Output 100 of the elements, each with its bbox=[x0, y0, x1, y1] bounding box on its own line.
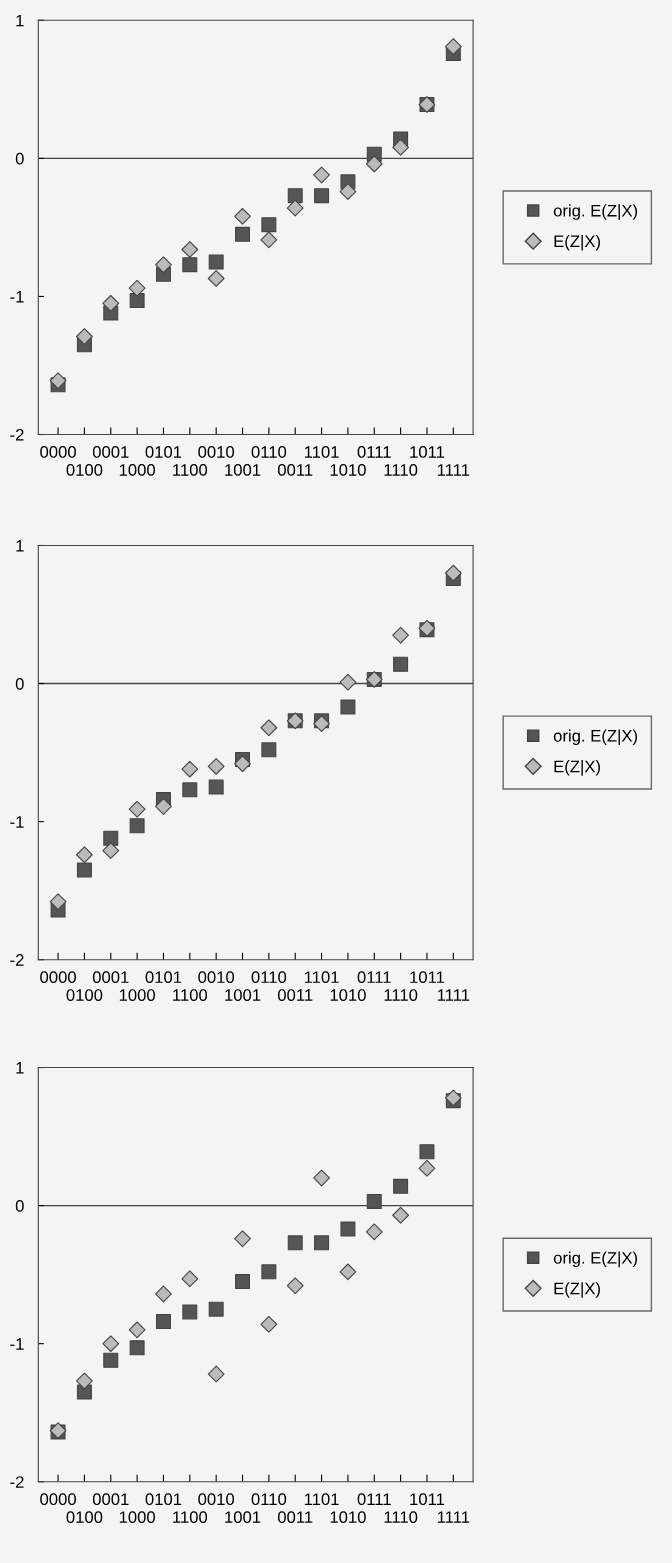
y-tick-label: 0 bbox=[15, 152, 24, 165]
point bbox=[182, 1304, 198, 1320]
point bbox=[260, 231, 278, 249]
x-tick-label: 0100 bbox=[66, 464, 103, 476]
x-tick-label: 1101 bbox=[304, 1493, 339, 1506]
point bbox=[103, 830, 119, 846]
x-tick-label: 1010 bbox=[330, 464, 366, 476]
point bbox=[128, 279, 146, 297]
point bbox=[128, 800, 146, 818]
point bbox=[444, 564, 462, 582]
x-tick-label: 1100 bbox=[173, 989, 208, 1001]
x-tick-label: 1011 bbox=[410, 1493, 445, 1506]
legend-label: E(Z|X) bbox=[554, 760, 600, 776]
point bbox=[260, 1315, 278, 1333]
point bbox=[76, 1372, 93, 1390]
point bbox=[287, 1235, 303, 1251]
x-tick-label: 0000 bbox=[40, 1493, 76, 1506]
point bbox=[155, 256, 172, 274]
point bbox=[234, 1230, 251, 1248]
x-tick-label: 0111 bbox=[357, 446, 391, 458]
point bbox=[155, 1285, 172, 1303]
point bbox=[392, 138, 410, 156]
point bbox=[155, 798, 172, 815]
point bbox=[49, 372, 67, 390]
point bbox=[339, 1263, 357, 1281]
x-tick-label: 1010 bbox=[330, 989, 366, 1001]
legend-label: orig. E(Z|X) bbox=[553, 1251, 638, 1268]
point bbox=[235, 1274, 251, 1290]
x-tick-label: 0110 bbox=[251, 971, 287, 984]
x-tick-label: 1011 bbox=[410, 446, 445, 458]
point bbox=[103, 1352, 119, 1368]
x-tick-label: 1100 bbox=[173, 464, 208, 476]
point bbox=[444, 1089, 462, 1107]
x-tick-label: 0110 bbox=[251, 446, 287, 458]
x-tick-label: 0010 bbox=[198, 971, 235, 984]
x-tick-label: 1111 bbox=[437, 989, 470, 1001]
point bbox=[340, 699, 356, 715]
x-tick-label: 0110 bbox=[251, 1493, 287, 1506]
y-tick-label: 1 bbox=[16, 1062, 24, 1074]
point bbox=[181, 1270, 199, 1288]
point bbox=[392, 626, 410, 644]
point bbox=[313, 166, 330, 184]
point bbox=[128, 1321, 146, 1339]
point bbox=[419, 1144, 435, 1160]
point bbox=[340, 1221, 356, 1237]
x-tick-label: 0100 bbox=[66, 989, 103, 1001]
x-tick-label: 1011 bbox=[410, 971, 445, 984]
point bbox=[339, 183, 357, 200]
x-tick-label: 0001 bbox=[92, 1493, 129, 1506]
y-tick-label: -1 bbox=[10, 1338, 24, 1350]
x-tick-label: 0100 bbox=[66, 1511, 103, 1524]
x-tick-label: 0011 bbox=[277, 989, 313, 1001]
point bbox=[129, 818, 145, 834]
x-tick-label: 1001 bbox=[225, 989, 261, 1001]
y-tick-label: 1 bbox=[16, 14, 24, 27]
x-tick-label: 1001 bbox=[225, 1511, 261, 1524]
point bbox=[261, 742, 277, 758]
point bbox=[129, 1340, 145, 1356]
x-tick-label: 0001 bbox=[92, 446, 129, 458]
point bbox=[207, 757, 225, 775]
point bbox=[392, 1206, 410, 1224]
point bbox=[181, 241, 199, 258]
x-tick-label: 1111 bbox=[437, 1511, 470, 1523]
point bbox=[207, 270, 225, 287]
x-tick-label: 1010 bbox=[330, 1511, 366, 1524]
x-tick-label: 1110 bbox=[384, 464, 418, 476]
point bbox=[76, 862, 92, 878]
point bbox=[102, 842, 120, 860]
point bbox=[286, 199, 304, 217]
x-tick-label: 1101 bbox=[304, 446, 339, 458]
x-tick-label: 0101 bbox=[145, 971, 182, 984]
point bbox=[261, 1264, 277, 1280]
point bbox=[418, 1159, 436, 1177]
y-tick-label: -2 bbox=[10, 1476, 24, 1488]
point bbox=[314, 1235, 330, 1251]
x-tick-label: 1101 bbox=[304, 971, 339, 984]
x-tick-label: 0101 bbox=[145, 446, 182, 458]
x-tick-label: 1000 bbox=[119, 1511, 156, 1524]
point bbox=[76, 846, 93, 864]
point bbox=[339, 673, 357, 691]
x-tick-label: 0011 bbox=[277, 1511, 313, 1524]
point bbox=[234, 755, 251, 773]
point bbox=[261, 217, 277, 233]
point bbox=[286, 1277, 304, 1295]
point bbox=[76, 328, 93, 345]
legend-label: orig. E(Z|X) bbox=[553, 204, 638, 220]
point bbox=[208, 254, 224, 270]
x-tick-label: 1001 bbox=[225, 464, 261, 476]
point bbox=[182, 782, 198, 798]
y-tick-label: -1 bbox=[10, 291, 24, 303]
point bbox=[393, 1178, 409, 1194]
point bbox=[182, 257, 198, 273]
point bbox=[102, 1335, 120, 1353]
point bbox=[155, 1314, 171, 1330]
point bbox=[314, 188, 330, 204]
point bbox=[365, 155, 383, 173]
point bbox=[181, 760, 199, 778]
x-tick-label: 0001 bbox=[92, 971, 129, 984]
point bbox=[102, 294, 120, 312]
x-tick-label: 0011 bbox=[277, 464, 313, 476]
